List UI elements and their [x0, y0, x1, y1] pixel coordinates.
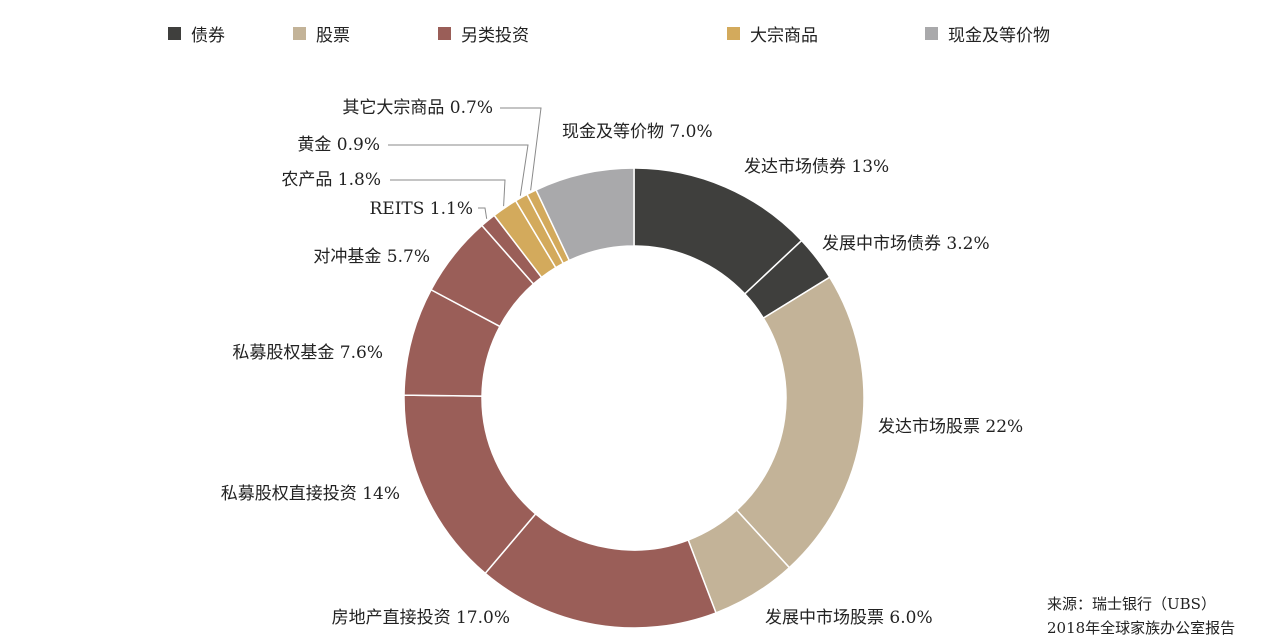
slice-label-real-estate: 房地产直接投资 17.0% [332, 608, 510, 628]
leader-line [390, 179, 506, 207]
donut-slice [735, 276, 865, 569]
source-line: 2018年全球家族办公室报告 [1047, 619, 1236, 637]
source-note: 来源：瑞士银行（UBS） 2018年全球家族办公室报告 [1047, 592, 1235, 640]
slice-label-private-equity-direct: 私募股权直接投资 14% [221, 484, 400, 504]
donut-slice [535, 167, 635, 262]
legend-swatch [727, 26, 740, 40]
legend-item-commodities: 大宗商品 [727, 22, 818, 46]
source-line: 来源：瑞士银行（UBS） [1047, 595, 1216, 613]
leader-lines [388, 107, 542, 219]
slice-label-developed-equities: 发达市场股票 22% [878, 417, 1023, 437]
legend-item-cash: 现金及等价物 [925, 22, 1050, 46]
slice-label-other-commodities: 其它大宗商品 0.7% [342, 98, 493, 118]
leader-line [388, 144, 529, 196]
slice-label-developed-bonds: 发达市场债券 13% [744, 157, 889, 177]
slice-label-private-equity-funds: 私募股权基金 7.6% [232, 343, 383, 363]
slice-label-emerging-equities: 发展中市场股票 6.0% [765, 608, 933, 628]
legend-label: 大宗商品 [750, 25, 818, 46]
leader-line [478, 207, 488, 219]
legend-item-bonds: 债券 [168, 22, 225, 46]
legend-swatch [168, 26, 181, 40]
slice-label-reits: REITS 1.1% [369, 199, 473, 219]
legend-swatch [438, 26, 451, 40]
legend-label: 债券 [191, 25, 225, 46]
legend-label: 另类投资 [461, 25, 529, 46]
legend-swatch [293, 26, 306, 40]
slice-label-emerging-bonds: 发展中市场债券 3.2% [822, 234, 990, 254]
slice-labels: 发达市场债券 13% 发展中市场债券 3.2% 发达市场股票 22% 发展中市场… [221, 98, 1023, 628]
slice-label-cash: 现金及等价物 7.0% [562, 122, 713, 142]
legend-label: 股票 [316, 25, 350, 46]
slice-label-gold: 黄金 0.9% [297, 135, 380, 155]
legend-label: 现金及等价物 [948, 25, 1050, 46]
legend-item-alternatives: 另类投资 [438, 22, 529, 46]
leader-line [500, 107, 542, 191]
legend-item-equities: 股票 [293, 22, 350, 46]
donut-slices [403, 167, 865, 629]
legend-swatch [925, 26, 938, 40]
slice-label-agriculture: 农产品 1.8% [281, 170, 381, 190]
slice-label-hedge-funds: 对冲基金 5.7% [313, 247, 430, 267]
